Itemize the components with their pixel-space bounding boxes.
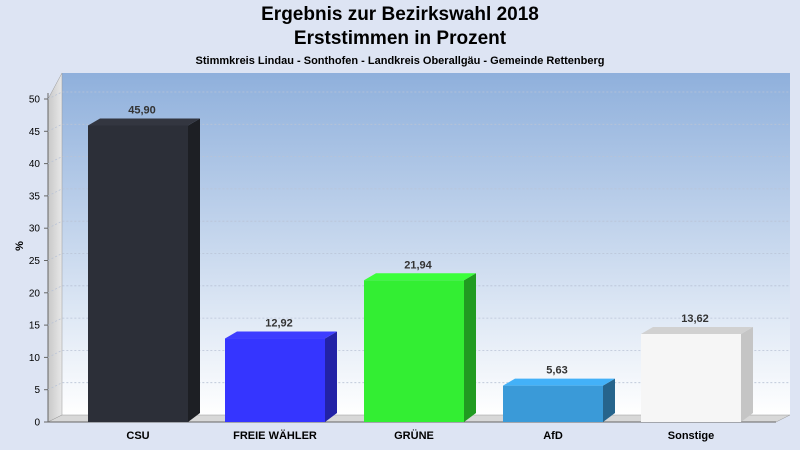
x-tick-label: AfD <box>543 430 563 442</box>
y-tick-label: 0 <box>34 418 40 429</box>
bar-side <box>603 378 615 422</box>
x-tick-label: Sonstige <box>668 430 714 442</box>
grid-line <box>47 285 790 294</box>
bar-side <box>325 331 337 422</box>
x-tick-label: CSU <box>126 430 149 442</box>
data-label: 45,90 <box>128 104 156 116</box>
bar-top <box>641 327 753 335</box>
grid-line <box>47 188 790 197</box>
bar-gr-ne <box>364 280 464 422</box>
chart-title: Ergebnis zur Bezirkswahl 2018 <box>261 4 539 25</box>
bar-csu <box>88 125 188 423</box>
grid-line <box>47 156 790 164</box>
x-tick-label: GRÜNE <box>394 429 434 442</box>
bar-freie-w-hler <box>225 338 325 422</box>
y-tick-label: 15 <box>29 321 41 332</box>
bar-sonstige <box>641 334 741 422</box>
bar-side <box>741 327 753 422</box>
bar-top <box>88 118 200 126</box>
bar-side <box>464 273 476 422</box>
data-label: 13,62 <box>681 313 709 325</box>
data-label: 12,92 <box>265 318 293 330</box>
x-tick-label: FREIE WÄHLER <box>233 429 317 442</box>
y-tick-label: 30 <box>29 224 41 235</box>
y-tick-label: 5 <box>34 385 40 396</box>
grid-line <box>47 317 790 326</box>
bar-afd <box>503 385 603 422</box>
bar-top <box>503 378 615 386</box>
grid-line <box>47 349 790 358</box>
grid-line <box>47 220 790 229</box>
y-tick-label: 50 <box>29 95 41 106</box>
y-tick-label: 45 <box>29 127 41 138</box>
chart-subtitle-1: Erststimmen in Prozent <box>293 28 507 49</box>
y-tick-label: 25 <box>29 256 41 267</box>
bar-top <box>225 331 337 339</box>
data-label: 21,94 <box>404 259 432 271</box>
chart-subtitle-2: Stimmkreis Lindau - Sonthofen - Landkrei… <box>195 55 605 67</box>
y-tick-label: 10 <box>29 353 41 364</box>
grid-line <box>47 253 790 261</box>
y-tick-label: 20 <box>29 288 41 299</box>
bar-top <box>364 273 476 281</box>
grid-line <box>47 123 790 132</box>
grid-line <box>47 91 790 100</box>
data-label: 5,63 <box>546 365 567 377</box>
y-tick-label: 35 <box>29 191 41 202</box>
bar-side <box>188 118 200 423</box>
y-tick-label: 40 <box>29 159 41 170</box>
